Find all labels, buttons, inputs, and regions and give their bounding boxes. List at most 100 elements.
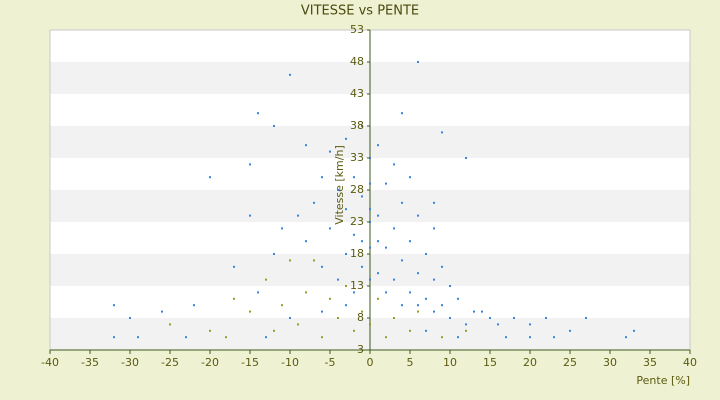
point xyxy=(417,214,419,217)
point xyxy=(209,329,211,332)
point xyxy=(393,278,395,281)
point xyxy=(313,201,315,204)
point xyxy=(505,336,507,339)
point xyxy=(281,227,283,230)
point xyxy=(353,233,355,236)
x-tick-label: -10 xyxy=(281,356,299,369)
point xyxy=(441,265,443,268)
point xyxy=(417,310,419,313)
point xyxy=(321,265,323,268)
point xyxy=(449,317,451,319)
point xyxy=(433,227,435,230)
point xyxy=(441,336,443,339)
x-tick-label: -30 xyxy=(121,356,139,369)
point xyxy=(337,189,339,191)
point xyxy=(425,253,427,255)
point xyxy=(329,297,331,300)
point xyxy=(361,310,363,313)
point xyxy=(257,112,259,115)
point xyxy=(401,304,403,307)
point xyxy=(209,176,211,179)
x-tick-label: 5 xyxy=(407,356,414,369)
point xyxy=(377,297,379,300)
point xyxy=(273,125,275,127)
point xyxy=(369,323,371,326)
y-tick-label: 48 xyxy=(350,55,364,68)
point xyxy=(449,285,451,287)
point xyxy=(305,144,307,147)
point xyxy=(369,208,371,211)
point xyxy=(305,291,307,294)
point xyxy=(385,336,387,339)
point xyxy=(361,195,363,198)
point xyxy=(281,304,283,307)
point xyxy=(249,163,251,166)
point xyxy=(113,304,115,307)
x-tick-label: -40 xyxy=(41,356,59,369)
point xyxy=(273,329,275,332)
y-tick-label: 18 xyxy=(350,247,364,260)
point xyxy=(433,310,435,313)
point xyxy=(361,125,363,127)
point xyxy=(185,336,187,339)
x-tick-label: -35 xyxy=(81,356,99,369)
point xyxy=(345,137,347,140)
point xyxy=(393,317,395,319)
point xyxy=(465,157,467,159)
point xyxy=(265,278,267,281)
point xyxy=(305,240,307,243)
y-tick-label: 8 xyxy=(357,311,364,324)
point xyxy=(545,317,547,319)
x-tick-label: 30 xyxy=(603,356,617,369)
point xyxy=(289,73,291,76)
point xyxy=(465,323,467,326)
point xyxy=(409,291,411,294)
point xyxy=(409,329,411,332)
point xyxy=(321,176,323,179)
point xyxy=(393,227,395,230)
point xyxy=(361,240,363,243)
point xyxy=(393,163,395,166)
point xyxy=(257,291,259,294)
point xyxy=(369,182,371,185)
y-tick-label: 23 xyxy=(350,215,364,228)
point xyxy=(273,253,275,255)
point xyxy=(569,329,571,332)
point xyxy=(169,323,171,326)
point xyxy=(553,336,555,339)
point xyxy=(417,61,419,63)
y-tick-label: 3 xyxy=(357,343,364,356)
point xyxy=(137,336,139,339)
point xyxy=(345,285,347,287)
point xyxy=(409,240,411,243)
point xyxy=(465,329,467,332)
point xyxy=(473,310,475,313)
point xyxy=(457,336,459,339)
point xyxy=(233,297,235,300)
point xyxy=(625,336,627,339)
point xyxy=(249,310,251,313)
point xyxy=(161,310,163,313)
y-tick-label: 33 xyxy=(350,151,364,164)
x-tick-label: -20 xyxy=(201,356,219,369)
point xyxy=(265,336,267,339)
point xyxy=(193,304,195,307)
point xyxy=(585,317,587,319)
point xyxy=(329,227,331,230)
point xyxy=(433,201,435,204)
chart-title: VITESSE vs PENTE xyxy=(301,4,419,19)
point xyxy=(377,240,379,243)
point xyxy=(529,323,531,326)
point xyxy=(113,336,115,339)
point xyxy=(417,304,419,307)
point xyxy=(337,278,339,281)
point xyxy=(385,246,387,249)
y-tick-label: 43 xyxy=(350,87,364,100)
point xyxy=(441,304,443,307)
point xyxy=(345,208,347,211)
y-axis-label: Vitesse [km/h] xyxy=(333,145,346,225)
point xyxy=(297,214,299,217)
point xyxy=(233,265,235,268)
point xyxy=(441,131,443,134)
